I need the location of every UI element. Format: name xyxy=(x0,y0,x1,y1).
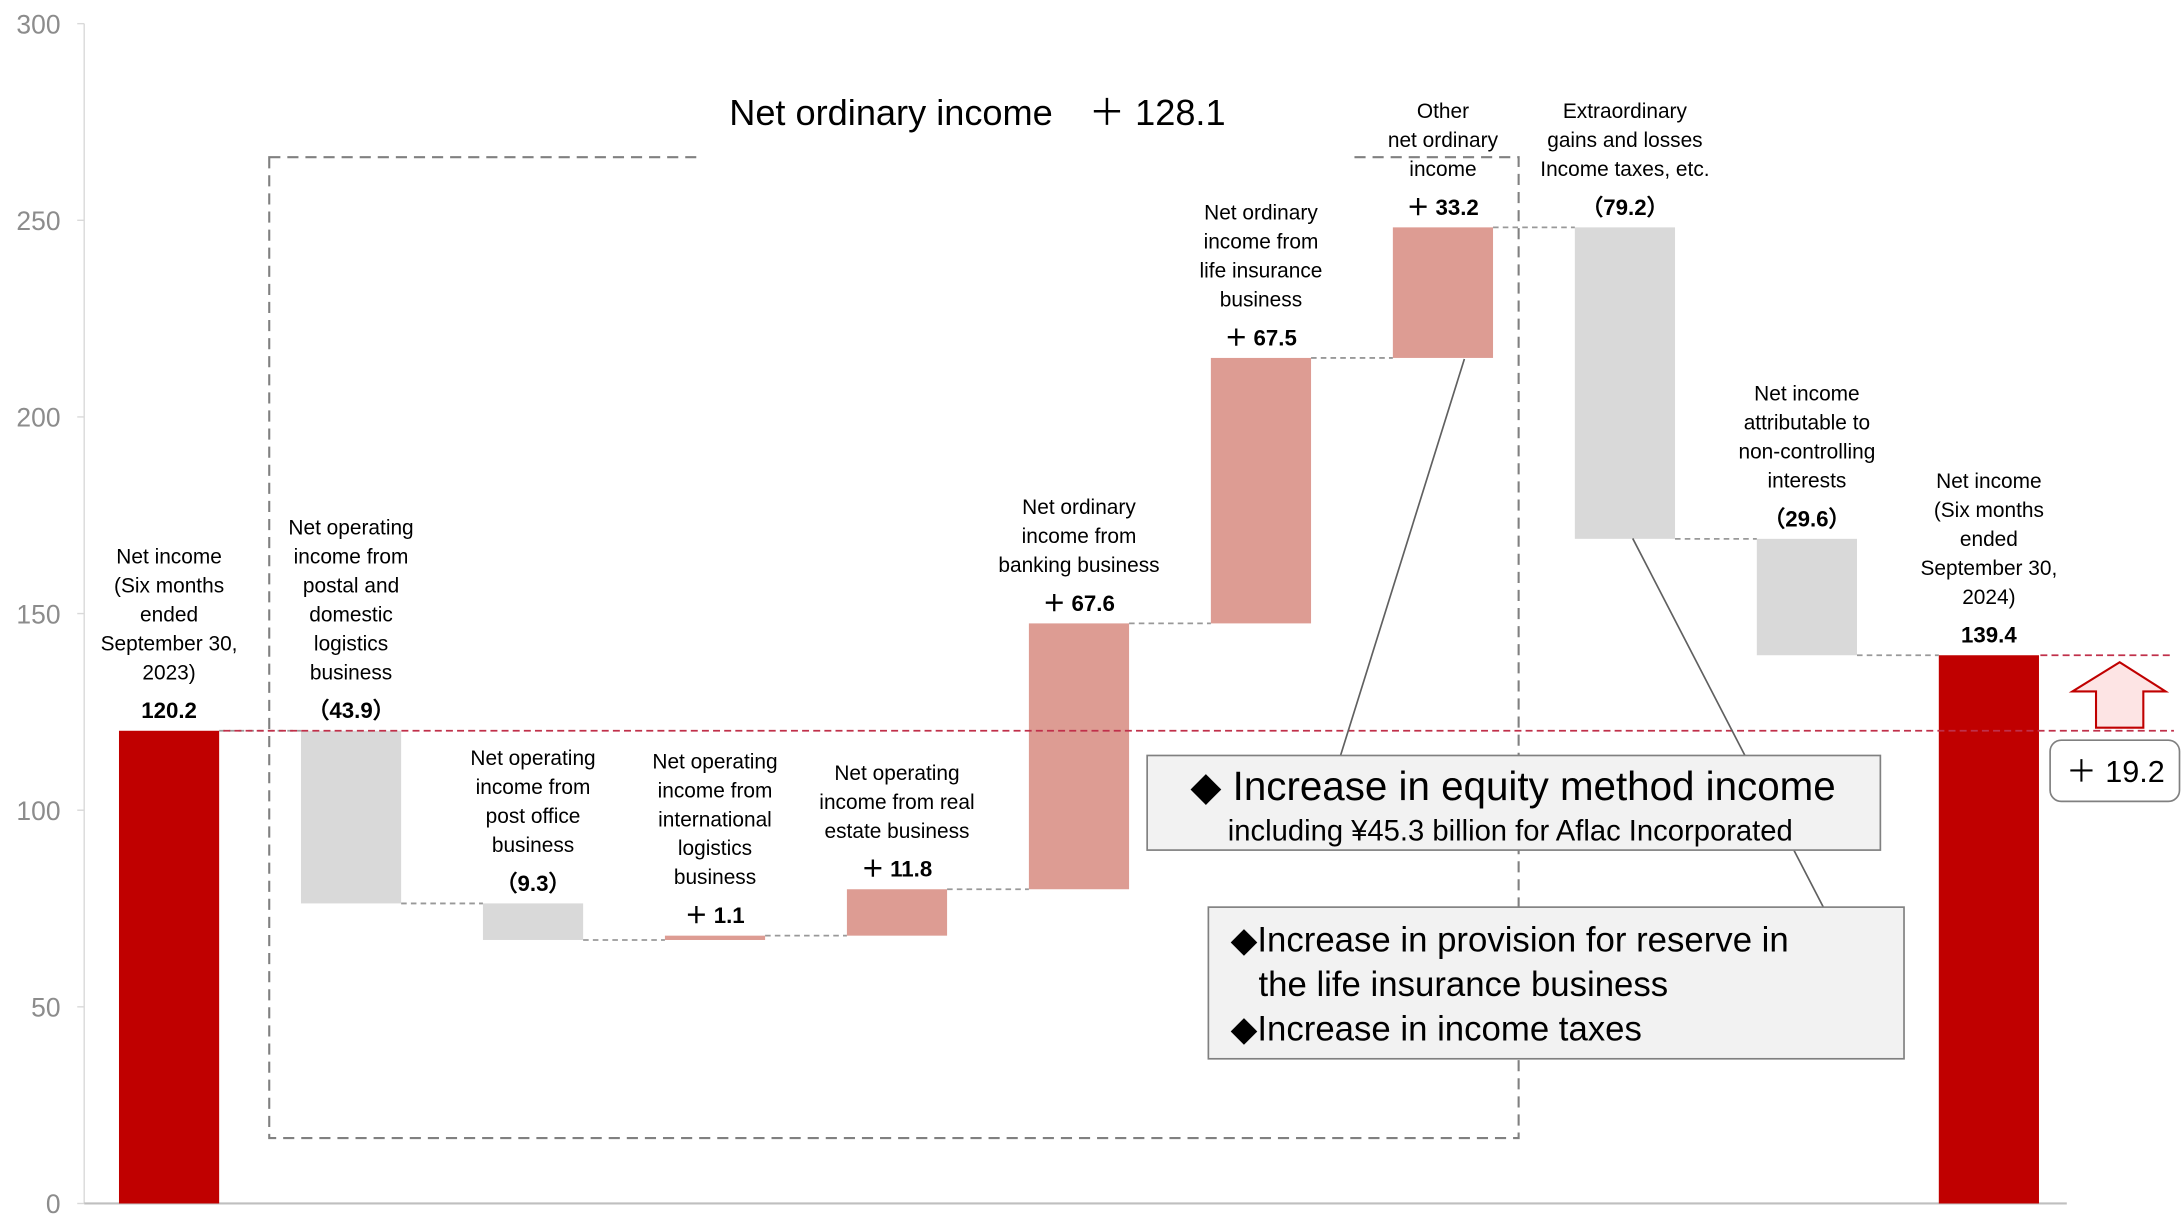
difference-label: ＋ 19.2 xyxy=(2066,755,2165,789)
reserve-line: ◆Increase in provision for reserve in xyxy=(1231,922,1789,960)
value-label: （29.6） xyxy=(1763,506,1851,531)
bracket-mask xyxy=(696,83,1351,167)
y-tick-label: 0 xyxy=(46,1189,61,1216)
category-label: income from xyxy=(658,779,773,802)
category-label: banking business xyxy=(998,554,1159,577)
category-label: Extraordinary xyxy=(1563,100,1688,123)
category-label: ended xyxy=(1960,528,2018,551)
category-label: domestic xyxy=(309,603,392,626)
bar xyxy=(1756,538,1857,656)
value-label: ＋ 67.5 xyxy=(1225,325,1297,350)
category-label: Net income xyxy=(1936,470,2042,493)
value-label: ＋ 11.8 xyxy=(862,857,933,882)
y-tick-label: 150 xyxy=(16,599,60,629)
category-label: life insurance xyxy=(1200,260,1323,283)
category-label: income from real xyxy=(819,791,974,814)
bar xyxy=(1574,227,1676,539)
equity-box xyxy=(1146,754,1882,851)
category-label: estate business xyxy=(825,820,970,843)
category-label: post office xyxy=(486,805,581,828)
category-label: Net income xyxy=(1754,383,1860,406)
bar xyxy=(1938,655,2039,1204)
category-label: Net ordinary xyxy=(1022,496,1136,519)
category-label: business xyxy=(310,661,392,684)
category-label: Net ordinary xyxy=(1204,202,1318,225)
category-label: income from xyxy=(1022,525,1137,548)
category-label: business xyxy=(1220,288,1302,311)
category-label: (Six months xyxy=(114,574,224,597)
category-label: income xyxy=(1409,158,1476,181)
category-label: September 30, xyxy=(101,632,238,655)
value-label: ＋ 33.2 xyxy=(1407,195,1479,220)
value-label: （79.2） xyxy=(1581,195,1669,220)
category-label: Net operating xyxy=(288,517,413,540)
bar xyxy=(1028,623,1130,890)
reserve-box xyxy=(1207,906,1905,1060)
value-label: （43.9） xyxy=(307,698,395,723)
category-label: business xyxy=(492,834,574,857)
category-label: logistics xyxy=(314,632,388,655)
category-label: non-controlling xyxy=(1738,440,1875,463)
bar xyxy=(846,889,948,936)
category-label: income from xyxy=(476,776,591,799)
value-label: （9.3） xyxy=(495,871,570,896)
bar xyxy=(118,730,220,1204)
value-label: 120.2 xyxy=(141,698,197,723)
category-label: ended xyxy=(140,603,198,626)
category-label: Other xyxy=(1417,100,1469,123)
category-label: Income taxes, etc. xyxy=(1540,158,1709,181)
value-label: 139.4 xyxy=(1961,623,2017,648)
category-label: interests xyxy=(1767,469,1846,492)
category-label: Net operating xyxy=(470,747,595,770)
category-label: 2023) xyxy=(142,661,195,684)
bar xyxy=(664,935,766,940)
bar xyxy=(1210,357,1312,624)
y-tick-label: 300 xyxy=(16,9,60,39)
callout-line xyxy=(1339,358,1466,756)
increase-arrow xyxy=(2068,661,2170,729)
reserve-line: ◆Increase in income taxes xyxy=(1231,1011,1642,1049)
category-label: Net operating xyxy=(834,762,959,785)
category-label: international xyxy=(658,808,772,831)
y-tick-label: 100 xyxy=(16,796,60,826)
difference-box xyxy=(2049,739,2181,803)
category-label: (Six months xyxy=(1934,499,2044,522)
category-label: business xyxy=(674,866,756,889)
category-label: Net income xyxy=(116,546,222,569)
category-label: income from xyxy=(1204,231,1319,254)
category-label: 2024) xyxy=(1962,586,2015,609)
category-label: attributable to xyxy=(1744,411,1870,434)
value-label: ＋ 1.1 xyxy=(685,903,744,928)
category-label: postal and xyxy=(303,574,399,597)
bracket-label: Net ordinary income ＋ 128.1 xyxy=(729,92,1225,133)
value-label: ＋ 67.6 xyxy=(1043,591,1115,616)
equity-title: ◆ Increase in equity method income xyxy=(1190,763,1835,809)
category-label: net ordinary xyxy=(1388,129,1499,152)
bar xyxy=(300,730,402,904)
y-tick-label: 50 xyxy=(31,993,60,1023)
equity-subtitle: including ¥45.3 billion for Aflac Incorp… xyxy=(1228,815,1793,847)
category-label: logistics xyxy=(678,837,752,860)
bars: 0 50 100 150 200 250 300 120.2 Net income (Six mo… xyxy=(16,9,2174,1216)
bar xyxy=(1392,227,1494,358)
category-label: income from xyxy=(294,546,409,569)
y-tick-label: 200 xyxy=(16,403,60,433)
category-label: Net operating xyxy=(652,750,777,773)
category-label: September 30, xyxy=(1920,557,2057,580)
bar xyxy=(482,903,584,940)
reserve-line: the life insurance business xyxy=(1258,966,1668,1004)
category-label: gains and losses xyxy=(1547,129,1702,152)
y-tick-label: 250 xyxy=(16,206,60,236)
